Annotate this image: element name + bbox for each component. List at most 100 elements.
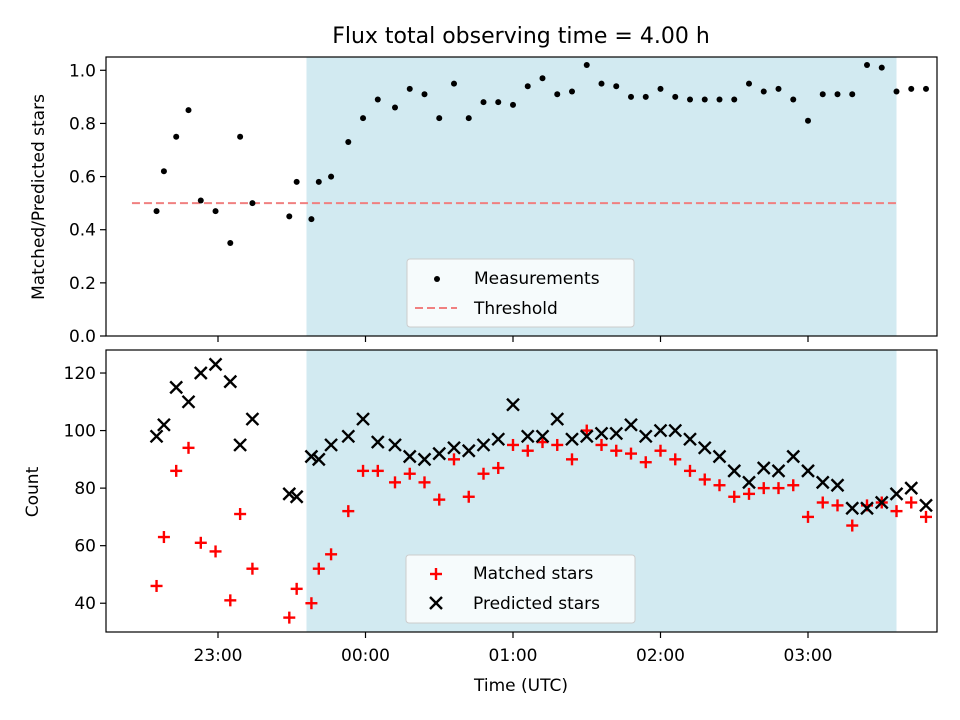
top-y-tick-label: 0.6	[69, 168, 96, 188]
predicted-star-stroke-b	[565, 432, 579, 447]
matched-star-point	[325, 548, 338, 561]
matched-star-point	[905, 496, 918, 509]
matched-star-point	[342, 505, 355, 518]
predicted-star-point	[520, 429, 535, 444]
predicted-star-stroke-b	[506, 397, 520, 412]
matched-star-point	[551, 438, 564, 451]
measurement-point	[613, 83, 620, 90]
matched-star-point	[713, 479, 726, 492]
predicted-star-stroke-b	[550, 412, 565, 426]
predicted-star-point	[402, 449, 417, 464]
matched-star-point	[890, 505, 903, 518]
measurement-point	[197, 197, 204, 204]
measurement-point	[212, 208, 219, 215]
measurement-point	[849, 91, 856, 98]
legend-measurements-label: Measurements	[474, 269, 600, 289]
matched-star-point	[757, 482, 770, 495]
matched-star-point	[728, 490, 741, 503]
predicted-star-point	[919, 498, 933, 513]
predicted-star-point	[233, 438, 247, 452]
predicted-star-stroke-b	[208, 357, 223, 372]
bottom-y-axis-label: Count	[23, 466, 43, 517]
measurement-point	[687, 96, 693, 103]
predicted-star-point	[356, 412, 370, 426]
matched-star-point	[194, 536, 207, 549]
predicted-star-stroke-b	[668, 423, 683, 438]
predicted-star-stroke-b	[223, 374, 238, 389]
predicted-star-stroke-b	[461, 443, 476, 458]
matched-star-point	[418, 476, 431, 489]
predicted-star-stroke-b	[324, 438, 338, 452]
predicted-star-point	[786, 449, 801, 464]
predicted-star-point	[461, 443, 476, 458]
matched-star-point	[357, 464, 370, 477]
measurement-point	[237, 133, 244, 140]
bottom-panel: 40 60 80 100 120 23:00 00:00 01:00 02:00 03:00 C…	[23, 349, 938, 696]
matched-star-point	[462, 490, 475, 503]
predicted-star-point	[845, 501, 860, 516]
predicted-star-stroke-b	[289, 489, 304, 504]
predicted-star-point	[756, 461, 771, 475]
predicted-star-stroke-b	[742, 475, 756, 490]
predicted-star-point	[223, 374, 238, 389]
matched-star-point	[698, 473, 711, 486]
predicted-star-stroke-b	[402, 449, 417, 464]
matched-star-point	[224, 594, 237, 607]
measurement-point	[286, 213, 293, 220]
measurement-point	[819, 91, 826, 98]
matched-star-point	[403, 467, 416, 480]
predicted-star-stroke-b	[624, 417, 638, 432]
measurement-point	[657, 85, 664, 92]
bottom-legend-box	[405, 554, 636, 624]
matched-star-point	[743, 487, 755, 500]
predicted-star-stroke-b	[579, 429, 594, 444]
matched-star-point	[283, 611, 296, 624]
measurement-point	[480, 99, 487, 106]
predicted-star-stroke-b	[874, 495, 889, 510]
matched-star-point	[654, 444, 667, 457]
measurement-point	[598, 80, 605, 87]
matched-star-point	[684, 464, 696, 477]
predicted-star-point	[208, 357, 223, 372]
predicted-star-stroke-b	[304, 449, 319, 464]
top-legend-box	[406, 258, 635, 328]
predicted-star-stroke-b	[282, 487, 297, 501]
predicted-star-stroke-b	[520, 429, 535, 444]
predicted-star-point	[889, 487, 904, 501]
measurement-point	[510, 101, 516, 108]
predicted-star-point	[506, 397, 520, 412]
predicted-star-point	[447, 440, 461, 455]
predicted-star-stroke-b	[904, 481, 919, 495]
measurement-point	[554, 91, 561, 98]
predicted-star-stroke-b	[860, 501, 874, 516]
matched-star-point	[157, 531, 170, 544]
predicted-star-point	[653, 423, 668, 438]
matched-star-point	[536, 436, 549, 449]
measurement-point	[878, 64, 885, 71]
measurement-point	[701, 96, 708, 103]
predicted-star-stroke-b	[193, 366, 208, 380]
top-y-tick-label: 0.4	[69, 221, 96, 241]
matched-star-point	[305, 597, 318, 610]
matched-star-point	[209, 545, 222, 558]
matched-star-point	[290, 582, 303, 595]
measurement-point	[227, 240, 234, 246]
matched-star-point	[492, 461, 505, 474]
matched-star-point	[639, 456, 652, 469]
matched-star-point	[448, 453, 460, 466]
predicted-star-point	[304, 449, 319, 464]
x-tick-label: 01:00	[489, 646, 538, 666]
measurement-point	[569, 88, 575, 95]
legend-matched-marker	[430, 568, 442, 580]
x-tick-label: 23:00	[194, 646, 243, 666]
predicted-star-point	[579, 429, 594, 444]
predicted-star-point	[370, 435, 385, 449]
measurement-point	[374, 96, 381, 103]
top-panel: 0.0 0.2 0.4 0.6 0.8 1.0 Matched/Predicted sta…	[29, 56, 938, 347]
predicted-star-stroke-b	[609, 426, 624, 441]
predicted-star-stroke-b	[845, 501, 860, 516]
chart-title: Flux total observing time = 4.00 h	[332, 24, 710, 49]
legend-measurements-marker	[434, 276, 440, 282]
x-tick-label: 02:00	[636, 646, 685, 666]
